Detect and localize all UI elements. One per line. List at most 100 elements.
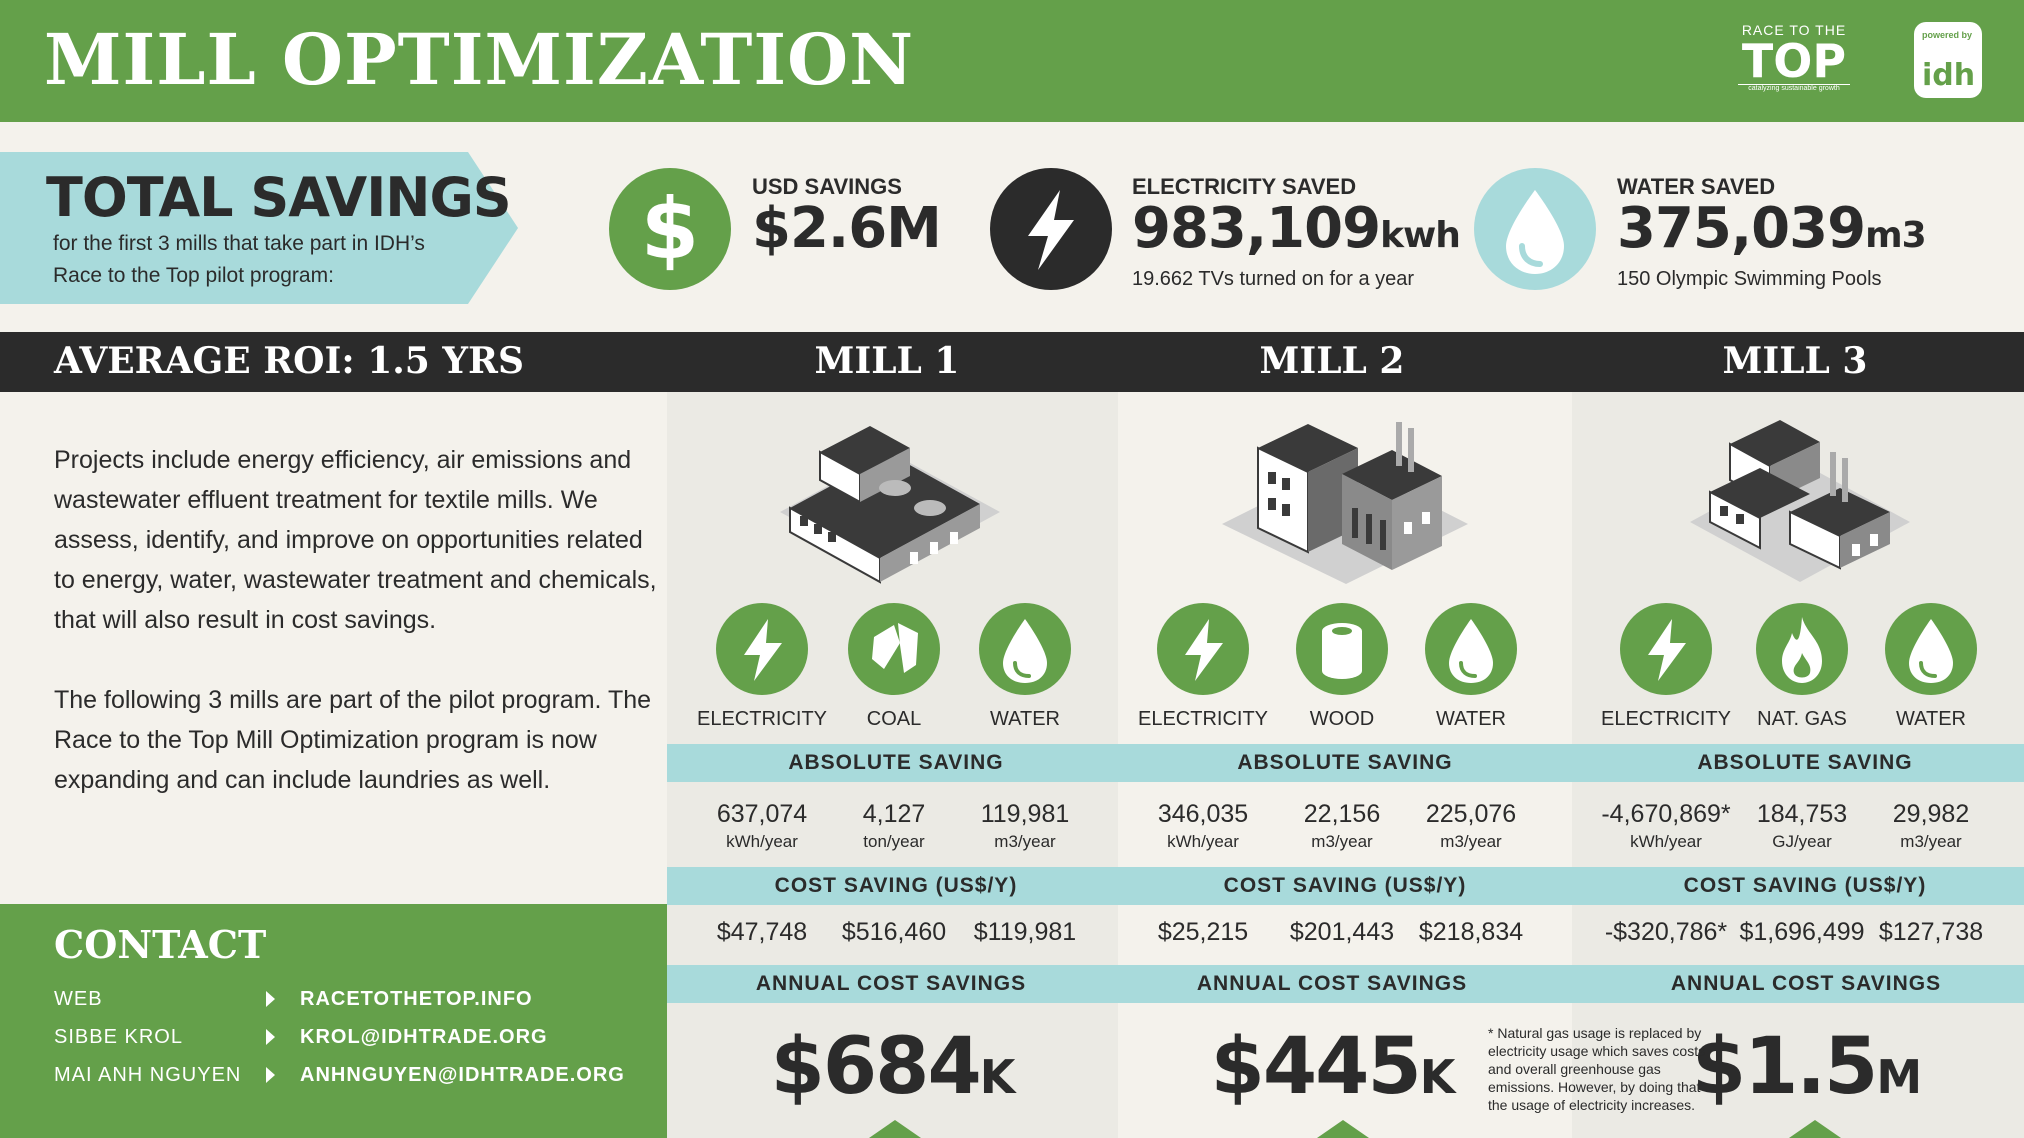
water-drop-icon <box>1885 603 1977 695</box>
mill-3-resource-label: ELECTRICITY <box>1600 708 1732 730</box>
water-drop-icon <box>1474 168 1596 290</box>
mill-3-resource-label: WATER <box>1896 708 1966 730</box>
contact-label-web: WEB <box>54 988 103 1010</box>
mill-2-title: MILL 2 <box>1259 340 1405 382</box>
contact-title: CONTACT <box>54 922 267 967</box>
mill-1-annual-savings: $684K <box>770 1022 1016 1112</box>
absolute-saving-label-mill-3: ABSOLUTE SAVING <box>1697 751 1913 774</box>
electricity-saved-note: 19.662 TVs turned on for a year <box>1132 268 1415 290</box>
electricity-saved-value: 983,109kwh <box>1132 196 1461 261</box>
mill-2-absolute-unit: kWh/year <box>1167 832 1239 851</box>
absolute-saving-band <box>667 744 2024 782</box>
contact-label-mai-anh-nguyen: MAI ANH NGUYEN <box>54 1064 242 1086</box>
lightning-icon <box>716 603 808 695</box>
annual-cost-savings-band <box>667 965 2024 1003</box>
mill-1-absolute-value: 637,074 <box>716 800 808 828</box>
mill-1-resource-label: COAL <box>866 708 922 730</box>
mill-2-resource-label: WOOD <box>1309 708 1375 730</box>
roi-bar <box>0 332 2024 392</box>
logo-idh-name: idh <box>1922 58 1976 93</box>
wood-log-icon <box>1296 603 1388 695</box>
annual-label-mill-3: ANNUAL COST SAVINGS <box>1670 972 1942 995</box>
logo-rtt-small: RACE TO THE <box>1741 22 1847 38</box>
mill-3-pointer <box>1789 1120 1841 1138</box>
usd-savings-label: USD SAVINGS <box>752 174 902 199</box>
mill-3-cost-value: $127,738 <box>1878 918 1984 946</box>
mill-3-absolute-value: -4,670,869* <box>1601 800 1731 828</box>
mill-2-cost-value: $25,215 <box>1157 918 1249 946</box>
water-saved-label: WATER SAVED <box>1617 174 1776 199</box>
cost-saving-label-mill-2: COST SAVING (US$/Y) <box>1223 874 1467 897</box>
lightning-icon <box>1157 603 1249 695</box>
contact-label-sibbe-krol: SIBBE KROL <box>54 1026 183 1048</box>
absolute-saving-label-mill-1: ABSOLUTE SAVING <box>788 751 1004 774</box>
race-to-the-top-logo: RACE TO THE TOP catalyzing sustainable g… <box>1738 22 1850 100</box>
average-roi: AVERAGE ROI: 1.5 YRS <box>54 340 524 382</box>
electricity-saved-label: ELECTRICITY SAVED <box>1132 174 1357 199</box>
total-savings-banner <box>0 152 518 304</box>
mill-3-absolute-unit: m3/year <box>1900 832 1962 851</box>
mill-3-cost-value: $1,696,499 <box>1739 918 1865 946</box>
logo-idh-powered: powered by <box>1922 30 1973 40</box>
mill-2-absolute-value: 346,035 <box>1157 800 1249 828</box>
water-saved-value: 375,039m3 <box>1617 196 1927 261</box>
mill-2-cost-value: $201,443 <box>1289 918 1395 946</box>
mill-1-title: MILL 1 <box>814 340 960 382</box>
water-drop-icon <box>1425 603 1517 695</box>
absolute-saving-label-mill-2: ABSOLUTE SAVING <box>1237 751 1453 774</box>
mill-3-absolute-value: 184,753 <box>1756 800 1848 828</box>
mill-3-absolute-unit: GJ/year <box>1772 832 1832 851</box>
contact-box <box>0 904 667 1138</box>
total-savings-title: TOTAL SAVINGS <box>46 166 512 229</box>
mill-2-absolute-value: 225,076 <box>1425 800 1517 828</box>
coal-icon <box>848 603 940 695</box>
usd-savings-value: $2.6M <box>752 196 942 261</box>
mill-2-pointer <box>1317 1120 1369 1138</box>
mill-1-cost-value: $119,981 <box>973 918 1077 946</box>
mill-3-annual-savings: $1.5M <box>1691 1022 1922 1112</box>
mill-1-pointer <box>869 1120 921 1138</box>
cost-saving-label-mill-1: COST SAVING (US$/Y) <box>774 874 1018 897</box>
mill-2-resource-label: WATER <box>1436 708 1506 730</box>
cost-saving-label-mill-3: COST SAVING (US$/Y) <box>1683 874 1927 897</box>
mill-2-absolute-value: 22,156 <box>1303 800 1381 828</box>
total-savings-subtitle: for the first 3 mills that take part in … <box>53 232 425 287</box>
water-saved-note: 150 Olympic Swimming Pools <box>1617 268 1882 290</box>
mill-2-absolute-unit: m3/year <box>1311 832 1373 851</box>
description-paragraph-2: The following 3 mills are part of the pi… <box>54 686 652 794</box>
idh-logo: powered by idh <box>1914 22 1982 98</box>
contact-web-link[interactable]: RACETOTHETOP.INFO <box>300 988 533 1010</box>
mill-3-absolute-unit: kWh/year <box>1630 832 1702 851</box>
contact-nguyen-email[interactable]: ANHNGUYEN@IDHTRADE.ORG <box>300 1064 625 1086</box>
mill-2-resource-label: ELECTRICITY <box>1137 708 1269 730</box>
mill-1-absolute-unit: m3/year <box>994 832 1056 851</box>
chevron-right-icon <box>266 1029 275 1045</box>
contact-krol-email[interactable]: KROL@IDHTRADE.ORG <box>300 1026 548 1048</box>
svg-text:$: $ <box>641 180 699 278</box>
mill-3-factory-icon <box>1690 420 1910 582</box>
chevron-right-icon <box>266 1067 275 1083</box>
water-saved-unit: m3 <box>1865 215 1927 256</box>
flame-icon <box>1756 603 1848 695</box>
mill-2-absolute-unit: m3/year <box>1440 832 1502 851</box>
mill-1-resource-label: ELECTRICITY <box>696 708 828 730</box>
electricity-saved-unit: kwh <box>1380 215 1461 256</box>
mill-1-cost-value: $47,748 <box>716 918 808 946</box>
chevron-right-icon <box>266 991 275 1007</box>
natural-gas-footnote: * Natural gas usage is replaced by elect… <box>1488 1025 1706 1113</box>
mill-1-absolute-value: 4,127 <box>862 800 926 828</box>
mill-1-cost-value: $516,460 <box>841 918 947 946</box>
water-drop-icon <box>979 603 1071 695</box>
page-title: MILL OPTIMIZATION <box>44 18 915 101</box>
mill-2-annual-savings: $445K <box>1210 1022 1456 1112</box>
logo-rtt-tag: catalyzing sustainable growth <box>1738 84 1850 92</box>
header-bar <box>0 0 2024 122</box>
lightning-icon <box>990 168 1112 290</box>
mill-3-cost-value: -$320,786* <box>1604 918 1728 946</box>
lightning-icon <box>1620 603 1712 695</box>
cost-saving-band <box>667 867 2024 905</box>
mill-2-cost-value: $218,834 <box>1418 918 1524 946</box>
annual-label-mill-1: ANNUAL COST SAVINGS <box>755 972 1027 995</box>
mill-2-factory-icon <box>1222 422 1468 584</box>
mill-1-absolute-unit: kWh/year <box>726 832 798 851</box>
